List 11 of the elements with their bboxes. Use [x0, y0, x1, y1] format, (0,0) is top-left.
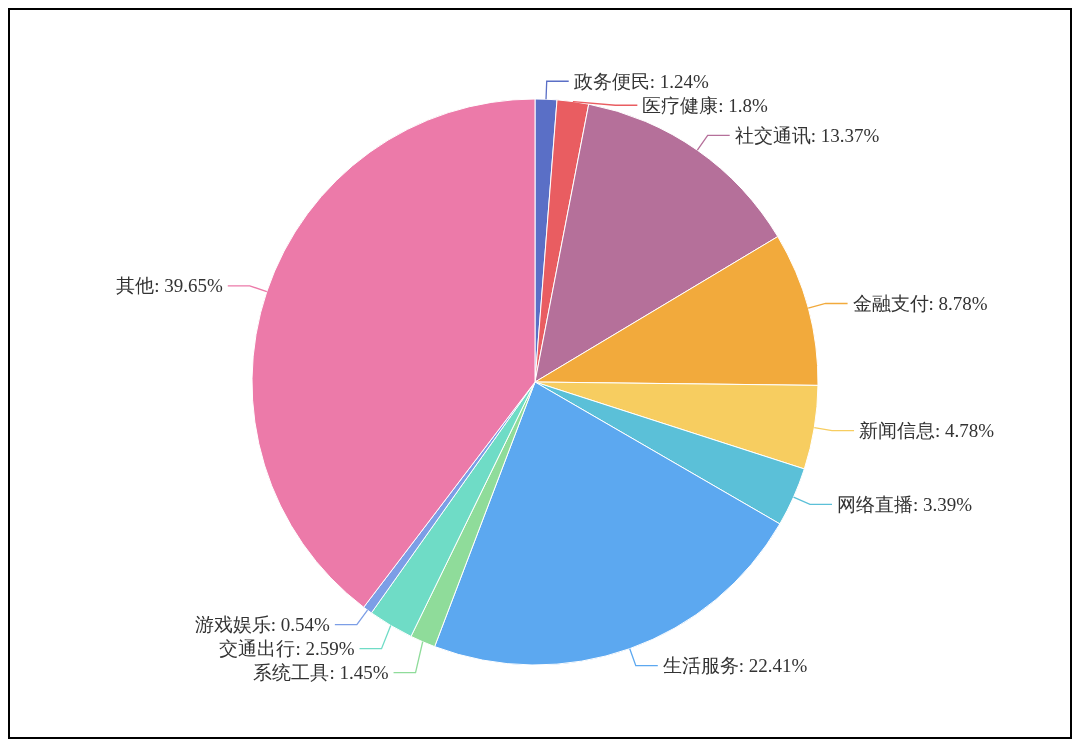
slice-label: 社交通讯: 13.37% — [734, 125, 880, 147]
slice-label: 金融支付: 8.78% — [852, 293, 988, 315]
slice-label: 网络直播: 3.39% — [836, 494, 973, 516]
slice-label: 政务便民: 1.24% — [573, 70, 709, 92]
slice-label: 医疗健康: 1.8% — [642, 94, 769, 116]
slice-label: 游戏娱乐: 0.54% — [194, 614, 331, 636]
slice-label: 新闻信息: 4.78% — [859, 420, 995, 442]
slice-label: 系统工具: 1.45% — [253, 662, 389, 684]
slice-label: 其他: 39.65% — [116, 275, 223, 297]
slice-label: 生活服务: 22.41% — [662, 655, 808, 677]
slice-label: 交通出行: 2.59% — [219, 638, 355, 660]
